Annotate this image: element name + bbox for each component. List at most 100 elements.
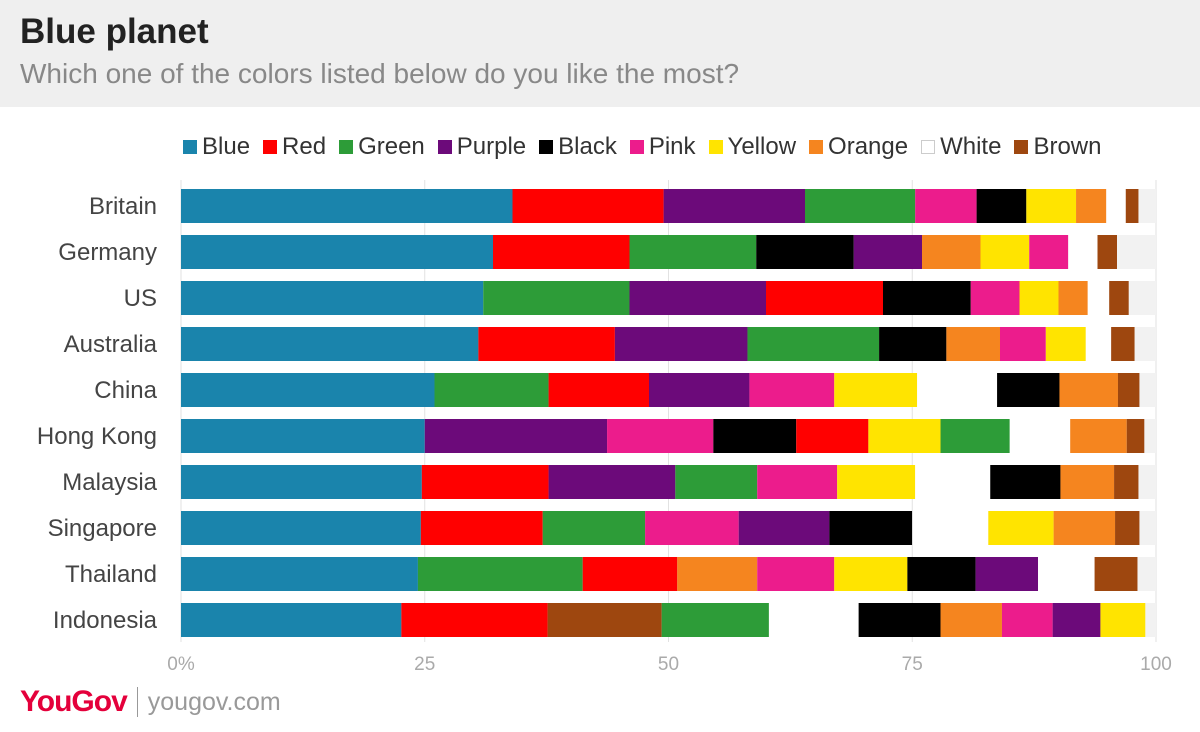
legend-swatch <box>183 140 197 154</box>
bar-segment-germany-purple <box>853 235 922 269</box>
legend-swatch <box>809 140 824 154</box>
bar-segment-thailand-blue <box>181 557 418 591</box>
bar-segment-china-white <box>917 373 998 407</box>
bar-segment-malaysia-pink <box>757 465 838 499</box>
bar-segment-us-green <box>483 281 630 315</box>
bar-segment-indonesia-yellow <box>1100 603 1146 637</box>
bar-segment-hong-kong-blue <box>181 419 425 453</box>
bar-segment-thailand-green <box>417 557 583 591</box>
bar-segment-singapore-purple <box>738 511 830 545</box>
legend-item-orange: Orange <box>809 133 908 161</box>
yougov-logo: YouGov <box>20 685 128 718</box>
chart-subtitle: Which one of the colors listed below do … <box>20 58 740 89</box>
legend-label: White <box>940 133 1002 160</box>
x-tick-label: 100 <box>1140 654 1172 675</box>
bar-segment-britain-brown <box>1125 189 1139 223</box>
bar-segment-britain-white <box>1106 189 1126 223</box>
legend-label: Red <box>282 133 327 160</box>
bar-segment-singapore-yellow <box>988 511 1054 545</box>
header-band: Blue planet Which one of the colors list… <box>0 0 1200 107</box>
bar-segment-australia-orange <box>946 327 1000 361</box>
bar-segment-malaysia-brown <box>1114 465 1139 499</box>
bar-segment-thailand-black <box>907 557 976 591</box>
legend-swatch <box>629 140 644 154</box>
legend-item-purple: Purple <box>437 133 526 161</box>
bar-segment-malaysia-green <box>675 465 758 499</box>
bar-segment-hong-kong-green <box>940 419 1010 453</box>
bar-segment-australia-purple <box>614 327 748 361</box>
footer-url[interactable]: yougov.com <box>147 687 281 716</box>
legend: Blue Red Green Purple Black Pink Yellow Orange W… <box>183 133 1114 161</box>
legend-item-green: Green <box>339 133 425 161</box>
bar-segment-china-green <box>434 373 549 407</box>
bar-segment-australia-pink <box>1000 327 1046 361</box>
bar-segment-hong-kong-purple <box>424 419 608 453</box>
bar-segment-china-orange <box>1059 373 1118 407</box>
category-label: US <box>124 285 157 312</box>
bar-segment-germany-yellow <box>980 235 1030 269</box>
legend-item-brown: Brown <box>1014 133 1101 161</box>
bar-segment-us-purple <box>629 281 766 315</box>
legend-swatch <box>339 140 354 154</box>
bar-segment-china-pink <box>749 373 835 407</box>
bar-segment-hong-kong-black <box>713 419 797 453</box>
bar-segment-malaysia-red <box>421 465 549 499</box>
bar-segment-china-blue <box>181 373 435 407</box>
bar-segment-singapore-black <box>829 511 913 545</box>
legend-label: Blue <box>202 133 251 160</box>
bar-segment-us-pink <box>970 281 1020 315</box>
category-label: Indonesia <box>53 607 158 634</box>
bar-segment-australia-red <box>478 327 615 361</box>
bar-segment-thailand-red <box>582 557 678 591</box>
bar-segment-indonesia-orange <box>940 603 1002 637</box>
bar-segment-indonesia-white <box>768 603 859 637</box>
bar-segment-china-red <box>548 373 649 407</box>
bar-segment-malaysia-yellow <box>837 465 916 499</box>
legend-item-pink: Pink <box>629 133 696 161</box>
bar-segment-germany-green <box>629 235 757 269</box>
legend-swatch <box>708 140 723 154</box>
footer: YouGov yougov.com <box>20 685 281 719</box>
bar-segment-singapore-orange <box>1053 511 1116 545</box>
legend-swatch <box>921 140 936 154</box>
bar-segment-malaysia-black <box>990 465 1061 499</box>
x-tick-label: 50 <box>658 654 679 675</box>
bar-segment-china-brown <box>1117 373 1140 407</box>
chart-title: Blue planet <box>20 12 209 51</box>
bar-segment-britain-pink <box>915 189 977 223</box>
bar-segment-indonesia-purple <box>1052 603 1101 637</box>
bar-segment-malaysia-blue <box>181 465 422 499</box>
bar-segment-hong-kong-white <box>1009 419 1071 453</box>
legend-label: Brown <box>1033 133 1102 160</box>
bar-segment-hong-kong-brown <box>1126 419 1145 453</box>
footer-divider <box>136 687 138 717</box>
bar-segment-australia-brown <box>1111 327 1135 361</box>
legend-swatch <box>539 140 554 154</box>
bar-segment-germany-blue <box>181 235 493 269</box>
legend-item-yellow: Yellow <box>708 133 796 161</box>
bar-segment-hong-kong-yellow <box>868 419 941 453</box>
legend-item-black: Black <box>539 133 617 161</box>
bar-segment-indonesia-brown <box>547 603 662 637</box>
legend-label: Orange <box>828 133 909 160</box>
category-label: China <box>94 377 157 404</box>
bar-segment-germany-white <box>1068 235 1098 269</box>
bar-segment-us-white <box>1087 281 1110 315</box>
bar-segment-hong-kong-orange <box>1070 419 1127 453</box>
category-label: Australia <box>64 331 158 358</box>
bar-segment-hong-kong-pink <box>607 419 714 453</box>
bar-segment-australia-blue <box>181 327 479 361</box>
bar-segment-britain-yellow <box>1026 189 1077 223</box>
bar-segment-germany-orange <box>922 235 981 269</box>
category-label: Malaysia <box>62 469 157 496</box>
bar-segment-britain-purple <box>663 189 805 223</box>
bar-segment-singapore-blue <box>181 511 421 545</box>
bar-segment-britain-green <box>805 189 916 223</box>
category-label: Singapore <box>48 515 157 542</box>
bar-segment-singapore-white <box>912 511 989 545</box>
bar-segment-china-yellow <box>834 373 918 407</box>
bar-segment-australia-green <box>747 327 880 361</box>
bar-segment-singapore-green <box>542 511 646 545</box>
bar-segment-thailand-pink <box>757 557 835 591</box>
bar-segment-singapore-red <box>420 511 543 545</box>
